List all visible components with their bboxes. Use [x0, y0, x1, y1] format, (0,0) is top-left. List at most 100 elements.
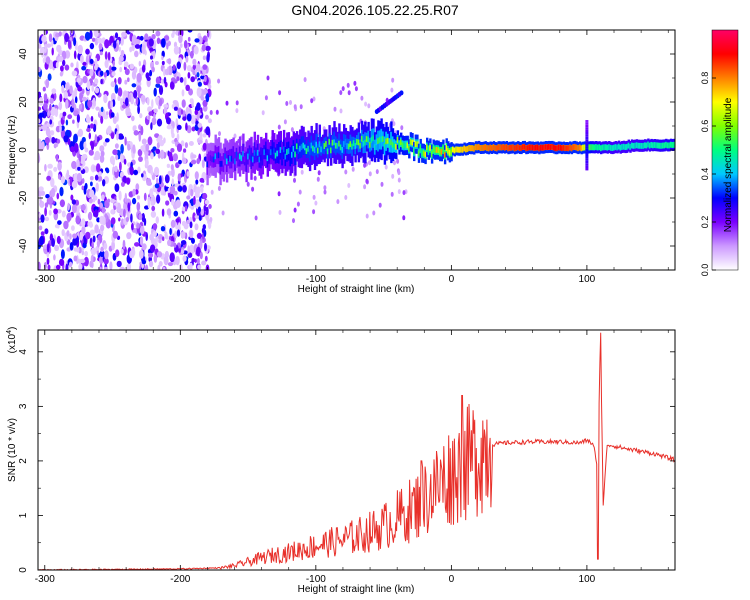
spectrogram-ridge-cell	[530, 144, 533, 151]
spectrogram-noise-cell	[133, 89, 138, 99]
spectrogram-noise-cell	[115, 249, 120, 257]
spectrogram-noise-cell	[44, 228, 49, 235]
spectrogram-noise-cell	[111, 66, 117, 71]
spectrogram-noise-cell	[146, 76, 151, 82]
spectrogram-ridge-cell	[208, 156, 211, 163]
spectrogram-noise-cell	[80, 165, 83, 171]
spectrogram-noise-cell	[118, 217, 121, 222]
spectrogram-noise-cell	[191, 237, 195, 244]
spectrogram-noise-cell	[152, 231, 157, 237]
spectrogram-noise-cell	[303, 77, 307, 83]
snr-y-tick: 4	[18, 349, 675, 355]
spectrogram-noise-cell	[173, 79, 178, 84]
spectrogram-noise-cell	[102, 216, 106, 226]
spectrogram-noise-cell	[127, 202, 131, 212]
spectrogram-burst-cell	[585, 148, 589, 152]
spectrogram-noise-cell	[65, 119, 69, 126]
spectrogram-ridge-cell	[622, 143, 626, 150]
spectrogram-ridge-cell	[235, 151, 239, 158]
spectrogram-ridge-cell	[482, 144, 486, 151]
spectrogram-noise-cell	[123, 91, 129, 97]
spectrogram-noise-cell	[91, 37, 96, 42]
spectrogram-noise-cell	[261, 110, 265, 116]
spectrogram-noise-cell	[192, 212, 196, 223]
spectrogram-noise-cell	[90, 181, 93, 187]
spectrogram-noise-cell	[167, 188, 171, 194]
spectrogram-noise-cell	[132, 188, 136, 197]
spectrogram-ridge-cell	[653, 142, 657, 148]
spectrogram-noise-cell	[123, 158, 127, 165]
spectrogram-noise-cell	[63, 91, 69, 99]
spectrogram-noise-cell	[151, 66, 155, 73]
spectrogram-noise-cell	[99, 145, 105, 152]
spectrogram-ridge-cell	[484, 144, 487, 151]
spectrogram-noise-cell	[344, 195, 348, 200]
spectrogram-noise-cell	[190, 160, 197, 165]
spectrogram-y-tick-label: 40	[18, 48, 29, 60]
snr-y-tick: 1	[18, 512, 675, 518]
spectrogram-noise-cell	[97, 198, 101, 205]
spectrogram-noise-cell	[209, 110, 213, 115]
spectrogram-noise-cell	[94, 78, 99, 85]
spectrogram-ridge-cell	[640, 143, 644, 149]
spectrogram-ridge-cell	[356, 139, 359, 145]
snr-y-tick-label: 1	[18, 512, 29, 518]
spectrogram-noise-cell	[171, 178, 175, 187]
spectrogram-ridge-cell	[206, 161, 209, 168]
spectrogram-ridge-cell	[243, 156, 247, 163]
spectrogram-noise-cell	[123, 208, 126, 218]
spectrogram-noise-cell	[99, 202, 103, 210]
snr-x-tick-label: 100	[579, 574, 596, 585]
spectrogram-noise-cell	[149, 188, 154, 198]
spectrogram-noise-cell	[391, 173, 395, 179]
spectrogram-ridge-cell	[460, 146, 463, 153]
spectrogram-noise-cell	[121, 104, 127, 109]
spectrogram-noise-cell	[397, 177, 401, 183]
spectrogram-noise-cell	[110, 209, 115, 215]
spectrogram-noise-cell	[178, 34, 183, 44]
spectrogram-noise-cell	[177, 222, 181, 231]
spectrogram-noise-cell	[363, 184, 367, 190]
spectrogram-ridge-cell	[260, 155, 263, 161]
spectrogram-noise-cell	[120, 36, 124, 46]
spectrogram-ridge-cell	[541, 144, 544, 151]
spectrogram-ridge-cell	[559, 144, 562, 151]
snr-y-tick-label: 0	[18, 567, 29, 573]
spectrogram-ridge-cell	[627, 142, 630, 149]
spectrogram-ridge-cell	[533, 145, 536, 151]
spectrogram-noise-cell	[175, 255, 180, 266]
spectrogram-ridge-cell	[461, 146, 465, 153]
spectrogram-noise-cell	[189, 221, 193, 229]
spectrogram-noise-cell	[283, 119, 287, 125]
spectrogram-ridge-cell	[565, 145, 569, 151]
colorbar-tick: 0.6	[700, 120, 716, 132]
spectrogram-ridge-cell	[567, 145, 570, 152]
spectrogram-noise-cell	[187, 72, 191, 79]
spectrogram-ridge-cell	[307, 145, 310, 152]
spectrogram-noise-cell	[124, 68, 130, 76]
spectrogram-noise-cell	[154, 183, 160, 189]
spectrogram-noise-cell	[105, 168, 110, 174]
spectrogram-noise-cell	[81, 185, 85, 191]
spectrogram-noise-cell	[47, 264, 51, 270]
spectrogram-ridge-cell	[390, 139, 393, 146]
spectrogram-noise-cell	[153, 87, 157, 97]
spectrogram-noise-cell	[130, 213, 133, 223]
spectrogram-ridge-cell	[671, 142, 674, 148]
spectrogram-noise-cell	[186, 195, 191, 200]
spectrogram-noise-cell	[186, 125, 192, 134]
spectrogram-noise-cell	[159, 149, 165, 160]
spectrogram-noise-cell	[75, 215, 81, 225]
spectrogram-noise-cell	[84, 31, 91, 41]
spectrogram-noise-cell	[141, 173, 144, 178]
spectrogram-noise-cell	[60, 175, 66, 184]
spectrogram-noise-cell	[199, 177, 205, 183]
spectrogram-noise-cell	[100, 106, 104, 112]
spectrogram-noise-cell	[131, 70, 137, 80]
snr-y-tick-label: 2	[18, 458, 29, 464]
spectrogram-ridge-cell	[237, 156, 240, 163]
spectrogram-noise-cell	[181, 220, 187, 227]
spectrogram-ridge-cell	[362, 140, 365, 147]
spectrogram-noise-cell	[189, 230, 193, 238]
spectrogram-noise-cell	[162, 266, 166, 270]
